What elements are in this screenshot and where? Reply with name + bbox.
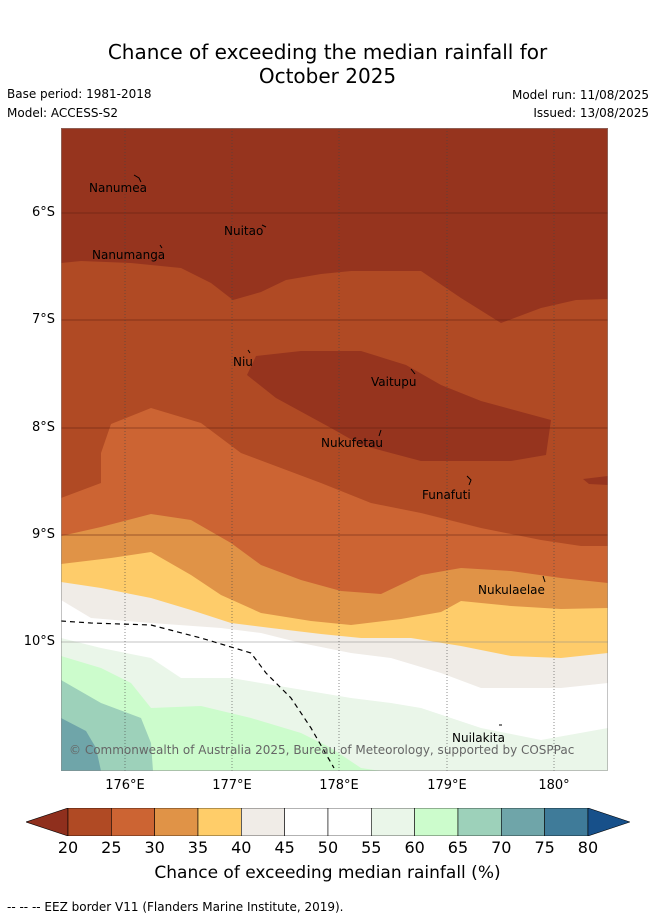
colorbar-tick-label: 20 [57, 838, 79, 857]
colorbar-segment [500, 808, 545, 836]
lon-label-180: 180° [538, 778, 570, 793]
graticule [61, 128, 608, 771]
place-nukulaelae: Nukulaelae [478, 583, 545, 597]
island-marks [133, 174, 546, 726]
colorbar-segment [154, 808, 199, 836]
rainfall-map: Nanumea Nuitao Nanumanga Niu Vaitupu Nuk… [61, 128, 608, 771]
lon-label-178e: 178°E [319, 778, 359, 793]
lon-label-176e: 176°E [105, 778, 145, 793]
colorbar-segment [67, 808, 112, 836]
colorbar-segment [371, 808, 415, 836]
place-funafuti: Funafuti [422, 488, 471, 502]
colorbar-segment [457, 808, 502, 836]
colorbar-tick-label: 60 [404, 838, 425, 857]
place-nanumea: Nanumea [89, 181, 147, 195]
place-nanumanga: Nanumanga [92, 248, 165, 262]
colorbar-title: Chance of exceeding median rainfall (%) [154, 863, 501, 883]
band-70-75 [61, 718, 101, 771]
colorbar-segment [111, 808, 155, 836]
colorbar-segment [544, 808, 589, 836]
base-period: Base period: 1981-2018 [7, 87, 152, 101]
lat-label-6s: 6°S [31, 205, 55, 220]
colorbar-extend-low [26, 808, 69, 836]
place-nuilakita: Nuilakita [452, 731, 505, 745]
place-nuitao: Nuitao [224, 224, 263, 238]
band-20-25-edge [583, 476, 608, 485]
lat-label-10s: 10°S [23, 634, 55, 649]
place-niu: Niu [233, 355, 253, 369]
lon-label-177e: 177°E [212, 778, 252, 793]
colorbar-tick-label: 70 [491, 838, 512, 857]
lat-label-8s: 8°S [31, 420, 55, 435]
colorbar-tick-label: 65 [447, 838, 469, 857]
colorbar-tick-label: 55 [361, 838, 382, 857]
eez-footnote: -- -- -- EEZ border V11 (Flanders Marine… [7, 900, 344, 914]
colorbar-segment [197, 808, 242, 836]
colorbar [26, 808, 630, 836]
map-title: Chance of exceeding the median rainfall … [0, 40, 655, 88]
model-run: Model run: 11/08/2025 [511, 88, 649, 102]
colorbar-extend-high [587, 808, 630, 836]
colorbar-tick-label: 35 [187, 838, 209, 857]
copyright-notice: © Commonwealth of Australia 2025, Bureau… [69, 743, 574, 757]
place-vaitupu: Vaitupu [371, 375, 417, 389]
colorbar-tick-label: 50 [317, 838, 339, 857]
lat-label-9s: 9°S [31, 527, 55, 542]
eez-border [61, 620, 335, 769]
colorbar-tick-label: 40 [231, 838, 252, 857]
title-line-1: Chance of exceeding the median rainfall … [107, 40, 548, 64]
lon-label-179e: 179°E [427, 778, 467, 793]
issued-date: Issued: 13/08/2025 [533, 106, 649, 120]
colorbar-segment [284, 808, 329, 836]
colorbar-segment [241, 808, 285, 836]
colorbar-tick-label: 75 [534, 838, 555, 857]
colorbar-tick-label: 30 [144, 838, 165, 857]
title-line-2: October 2025 [258, 64, 397, 88]
lat-label-7s: 7°S [31, 312, 55, 327]
colorbar-tick-label: 25 [101, 838, 122, 857]
colorbar-tick-label: 80 [577, 838, 599, 857]
colorbar-tick-label: 45 [274, 838, 295, 857]
place-nukufetau: Nukufetau [321, 436, 383, 450]
model-name: Model: ACCESS-S2 [7, 106, 119, 120]
band-20-25-inner [247, 351, 551, 461]
colorbar-segment [414, 808, 459, 836]
colorbar-segment [327, 808, 372, 836]
